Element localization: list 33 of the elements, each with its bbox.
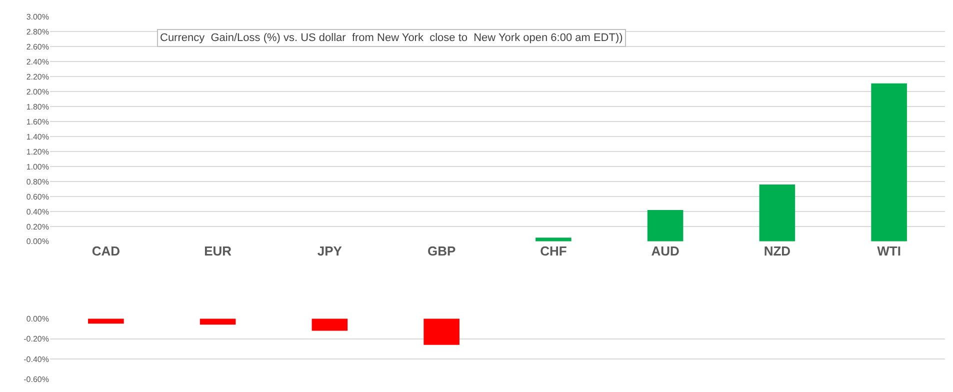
x-tick-label: GBP: [427, 243, 456, 258]
y-tick-label: 0.00%: [26, 237, 49, 246]
bar: [536, 238, 572, 242]
x-tick-label: CAD: [92, 243, 120, 258]
y-tick-label: 2.60%: [26, 42, 49, 52]
y-tick-label: 0.60%: [26, 192, 49, 202]
y-tick-label: 0.40%: [26, 207, 49, 216]
y-tick-label: -0.40%: [24, 354, 49, 364]
bar: [647, 210, 684, 242]
x-tick-label: AUD: [651, 243, 680, 258]
x-tick-label: CHF: [540, 243, 567, 258]
text: Currency Gain/Loss (%) vs. US dollar from New York close to New York open 6:00 am EDT)): [160, 32, 623, 44]
bar: [759, 184, 796, 242]
y-tick-label: 0.20%: [26, 222, 49, 232]
y-tick-label: 0.80%: [26, 177, 49, 186]
y-tick-label: 2.00%: [26, 87, 49, 96]
x-tick-label: NZD: [764, 243, 791, 258]
y-tick-label: 2.20%: [26, 72, 49, 82]
y-tick-label: 0.00%: [26, 314, 49, 324]
y-tick-label: 1.00%: [26, 162, 49, 172]
y-tick-label: -0.60%: [24, 374, 49, 384]
y-tick-label: 3.00%: [26, 12, 49, 22]
y-tick-label: 1.20%: [26, 147, 49, 156]
y-tick-label: 2.40%: [26, 57, 49, 66]
y-tick-label: 1.40%: [26, 132, 49, 142]
x-tick-label: WTI: [877, 243, 901, 258]
y-tick-label: 1.80%: [26, 102, 49, 112]
bar: [871, 83, 907, 242]
y-tick-label: -0.20%: [24, 334, 49, 344]
y-tick-label: 1.60%: [26, 117, 49, 126]
y-tick-label: 2.80%: [26, 27, 49, 36]
x-tick-label: JPY: [317, 243, 342, 258]
x-tick-label: EUR: [204, 243, 232, 258]
